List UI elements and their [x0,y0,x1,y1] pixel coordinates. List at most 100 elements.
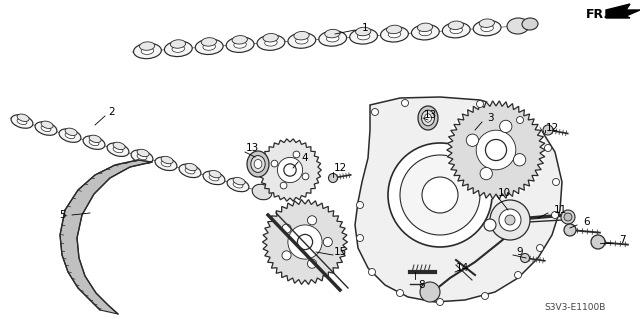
Ellipse shape [65,133,75,139]
Circle shape [282,224,291,233]
Circle shape [545,145,552,152]
Ellipse shape [326,35,339,42]
Ellipse shape [41,121,53,129]
Circle shape [262,199,348,285]
Ellipse shape [172,45,184,52]
Ellipse shape [65,128,77,136]
Circle shape [328,174,337,182]
Ellipse shape [179,164,201,178]
Ellipse shape [11,115,33,128]
Circle shape [388,143,492,247]
Text: 9: 9 [516,247,524,257]
Ellipse shape [161,161,171,167]
Circle shape [298,234,312,249]
Circle shape [277,157,303,182]
Circle shape [543,125,553,135]
Circle shape [536,244,543,251]
Ellipse shape [349,29,378,44]
Text: 12: 12 [545,123,559,133]
Ellipse shape [507,18,529,34]
Text: 7: 7 [619,235,625,245]
Circle shape [371,108,378,115]
Ellipse shape [422,110,435,126]
Circle shape [505,215,515,225]
Circle shape [302,173,309,180]
Ellipse shape [232,36,248,44]
Circle shape [490,200,530,240]
Ellipse shape [252,184,272,200]
Circle shape [481,293,488,300]
Circle shape [400,155,480,235]
Text: 15: 15 [333,247,347,257]
Circle shape [520,254,529,263]
Circle shape [486,139,507,160]
Text: 11: 11 [554,205,566,215]
Ellipse shape [137,154,147,160]
Circle shape [401,100,408,107]
Text: 13: 13 [245,143,259,153]
Ellipse shape [381,26,408,42]
Text: 13: 13 [424,110,436,120]
Circle shape [515,271,522,278]
Ellipse shape [17,118,27,124]
Ellipse shape [254,160,262,168]
Ellipse shape [417,23,433,32]
Circle shape [484,219,496,231]
Circle shape [477,100,483,108]
Circle shape [280,182,287,189]
Ellipse shape [522,18,538,30]
Circle shape [369,269,376,276]
Polygon shape [60,160,152,314]
Circle shape [323,237,332,247]
Circle shape [422,177,458,213]
Ellipse shape [209,170,221,178]
Ellipse shape [164,41,192,56]
Ellipse shape [203,43,216,50]
Ellipse shape [424,114,431,122]
Ellipse shape [155,157,177,171]
Ellipse shape [226,37,254,52]
Ellipse shape [113,142,125,150]
Text: 12: 12 [333,163,347,173]
Text: S3V3-E1100B: S3V3-E1100B [544,303,605,313]
Ellipse shape [387,25,402,34]
Text: 2: 2 [109,107,115,117]
Ellipse shape [448,21,463,29]
Circle shape [480,167,492,180]
Ellipse shape [265,39,277,46]
Ellipse shape [203,171,225,185]
Ellipse shape [263,33,278,42]
Text: 14: 14 [456,263,468,273]
Ellipse shape [288,33,316,48]
Text: 3: 3 [486,113,493,123]
Ellipse shape [251,156,265,173]
Circle shape [282,251,291,260]
Circle shape [467,134,479,146]
Circle shape [259,139,321,201]
Ellipse shape [170,40,186,48]
Ellipse shape [185,163,197,171]
Ellipse shape [89,140,99,146]
Ellipse shape [479,19,495,27]
Circle shape [436,299,444,306]
Text: 5: 5 [59,210,65,220]
Ellipse shape [319,31,347,46]
Circle shape [356,202,364,209]
Circle shape [564,224,576,236]
Text: 8: 8 [419,280,426,290]
Ellipse shape [388,31,401,38]
Ellipse shape [324,29,340,38]
Circle shape [271,160,278,167]
Ellipse shape [257,35,285,50]
Text: FR.: FR. [586,8,609,20]
Circle shape [397,290,403,296]
Circle shape [591,235,605,249]
Circle shape [420,282,440,302]
Text: 6: 6 [584,217,590,227]
Ellipse shape [473,20,501,36]
Ellipse shape [233,177,245,185]
Ellipse shape [35,122,57,135]
Ellipse shape [134,43,161,59]
Text: 1: 1 [362,23,368,33]
Ellipse shape [442,22,470,38]
